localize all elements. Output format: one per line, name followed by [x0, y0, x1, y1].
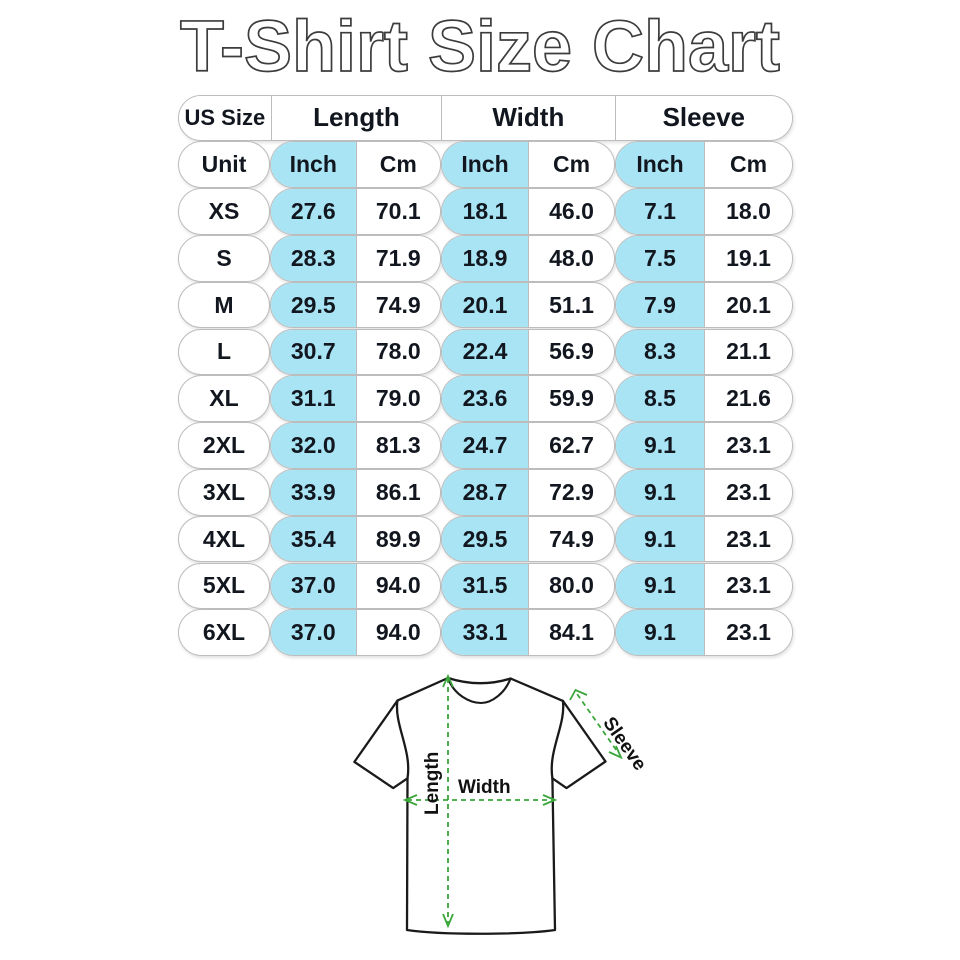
svg-text:Sleeve: Sleeve — [598, 713, 650, 774]
svg-text:Width: Width — [458, 777, 511, 798]
svg-text:Length: Length — [422, 752, 443, 815]
